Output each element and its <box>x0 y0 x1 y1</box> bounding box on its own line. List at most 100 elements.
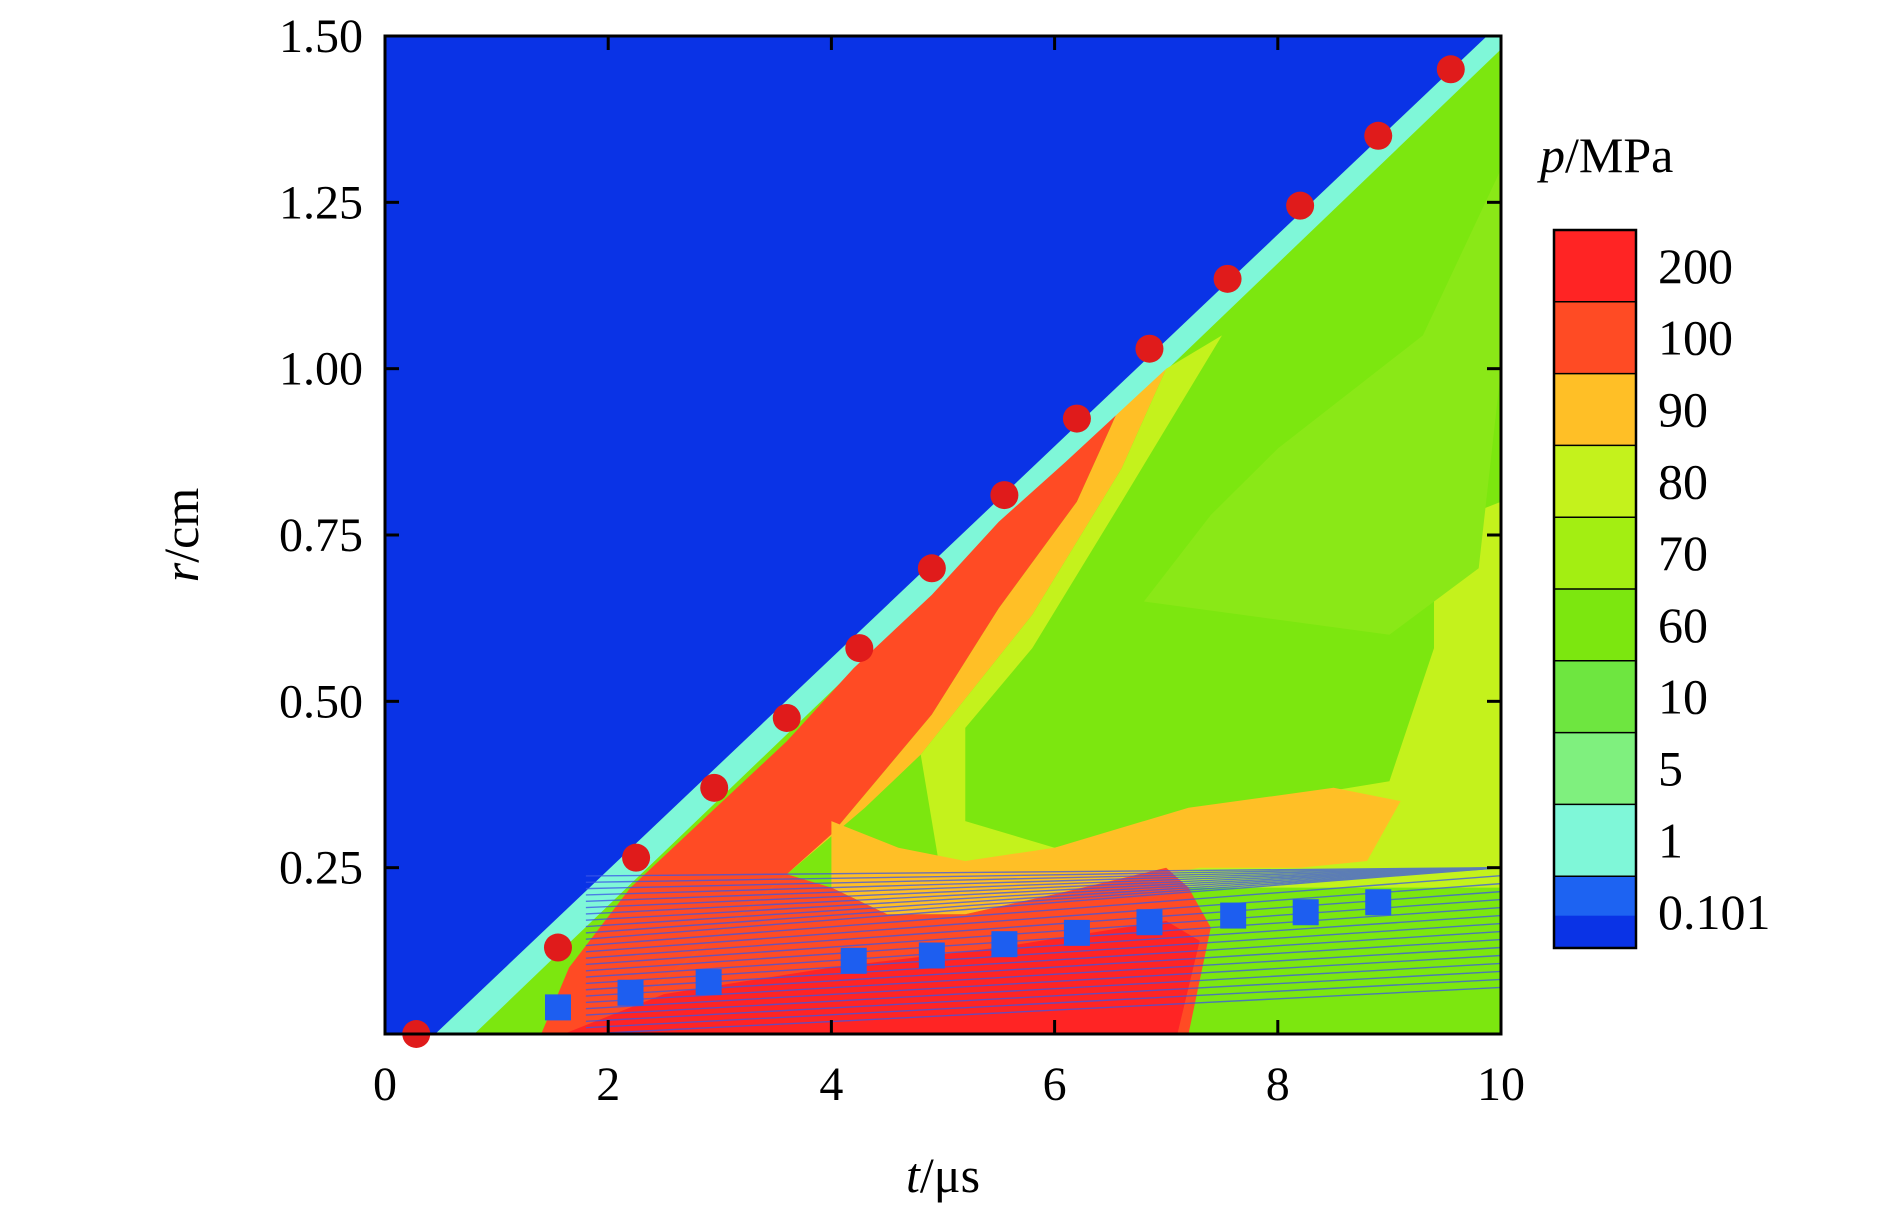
hatch-line <box>585 866 1501 884</box>
colorbar: 200 100 90 80 70 60 10 5 1 0.101 <box>1552 228 1771 950</box>
x-axis-unit: /μs <box>920 1147 980 1203</box>
y-axis-var: r <box>153 562 209 582</box>
hatch-line <box>585 986 1501 1034</box>
colorbar-level-label: 80 <box>1658 453 1708 509</box>
colorbar-level-label: 200 <box>1658 238 1733 294</box>
x-tick-label: 8 <box>1266 1058 1290 1111</box>
colorbar-frame <box>1552 228 1638 950</box>
pressure-field <box>385 36 1501 1034</box>
square-marker <box>617 979 644 1006</box>
field-hatch-lines <box>585 866 1501 1034</box>
colorbar-swatch <box>1554 804 1636 877</box>
hatch-line <box>585 938 1501 997</box>
colorbar-level-label: 90 <box>1658 382 1708 438</box>
colorbar-level-label: 60 <box>1658 597 1708 653</box>
square-marker <box>695 969 722 996</box>
square-marker <box>1365 889 1392 916</box>
y-axis-unit: /cm <box>153 488 209 563</box>
colorbar-level-label: 100 <box>1658 310 1733 366</box>
hatch-line <box>585 866 1501 921</box>
circle-marker <box>845 634 874 663</box>
axes: 0 2 4 6 8 10 0.25 0.50 0.75 1.00 1.25 1.50 <box>279 10 1525 1111</box>
colorbar-level-label: 1 <box>1658 812 1683 868</box>
colorbar-title-unit: /MPa <box>1565 127 1673 183</box>
x-tick-label: 0 <box>373 1058 397 1111</box>
field-shock <box>541 415 1116 1034</box>
circle-marker <box>1364 121 1393 150</box>
hatch-line <box>585 906 1501 972</box>
circle-marker <box>1213 264 1242 293</box>
hatch-line <box>585 922 1501 985</box>
colorbar-swatch <box>1554 517 1636 589</box>
x-tick-label: 2 <box>596 1058 620 1111</box>
square-marker <box>1292 899 1319 926</box>
hatch-line <box>585 866 1501 928</box>
square-marker <box>1136 909 1163 936</box>
square-marker <box>840 947 867 974</box>
circle-marker <box>990 481 1019 510</box>
square-marker <box>1063 919 1090 946</box>
x-axis-label: t/μs <box>906 1147 980 1203</box>
square-marker <box>544 994 571 1021</box>
colorbar-level-label: 70 <box>1658 525 1708 581</box>
circle-marker <box>917 554 946 583</box>
colorbar-swatch <box>1554 230 1636 302</box>
colorbar-swatch <box>1554 373 1636 446</box>
colorbar-title: p/MPa <box>1537 127 1673 183</box>
square-marker <box>991 931 1018 958</box>
square-marker-series <box>544 889 1392 1021</box>
x-tick-label: 10 <box>1477 1058 1525 1111</box>
colorbar-title-var: p <box>1537 127 1565 183</box>
y-tick-label: 1.50 <box>279 10 363 63</box>
hatch-line <box>585 866 1501 896</box>
field-mid-low <box>1143 169 1501 635</box>
circle-marker <box>700 773 729 802</box>
colorbar-level-label: 5 <box>1658 741 1683 797</box>
hatch-line <box>585 954 1501 1010</box>
x-tick-label: 4 <box>819 1058 843 1111</box>
square-marker <box>918 942 945 969</box>
colorbar-level-label: 0.101 <box>1658 884 1771 940</box>
hatch-line <box>585 898 1501 966</box>
circle-marker <box>622 843 651 872</box>
square-marker <box>1220 902 1247 929</box>
y-tick-label: 0.50 <box>279 675 363 728</box>
marker-layer <box>402 55 1465 1048</box>
hatch-line <box>585 866 1501 890</box>
hatch-line <box>585 874 1501 947</box>
circle-marker <box>1135 334 1164 363</box>
x-tick-label: 6 <box>1043 1058 1067 1111</box>
colorbar-bottom-swatch <box>1554 915 1636 948</box>
hatch-line <box>585 946 1501 1004</box>
y-axis-label: r/cm <box>153 488 209 583</box>
field-high-band <box>786 368 1167 875</box>
hatch-line <box>585 970 1501 1023</box>
colorbar-swatch <box>1554 589 1636 661</box>
field-mid <box>920 335 1501 888</box>
hatch-line <box>585 866 1501 940</box>
colorbar-swatch <box>1554 732 1636 805</box>
y-tick-label: 1.25 <box>279 176 363 229</box>
hatch-line <box>585 866 1501 877</box>
colorbar-swatch <box>1554 660 1636 733</box>
circle-marker <box>772 703 801 732</box>
colorbar-level-label: 10 <box>1658 669 1708 725</box>
hatch-line <box>585 978 1501 1029</box>
hatch-line <box>585 866 1501 915</box>
colorbar-swatch <box>1554 445 1636 518</box>
circle-marker <box>1062 404 1091 433</box>
hatch-line <box>585 866 1501 909</box>
y-tick-label: 0.75 <box>279 509 363 562</box>
circle-marker <box>543 933 572 962</box>
colorbar-swatch <box>1554 301 1636 374</box>
hatch-line <box>585 890 1501 959</box>
hatch-line <box>585 914 1501 978</box>
hatch-line <box>585 882 1501 953</box>
x-axis-var: t <box>906 1147 921 1203</box>
y-tick-label: 0.25 <box>279 842 363 895</box>
circle-marker <box>1286 191 1315 220</box>
hatch-line <box>585 930 1501 991</box>
circle-marker-series <box>402 55 1465 1048</box>
y-tick-label: 1.00 <box>279 343 363 396</box>
